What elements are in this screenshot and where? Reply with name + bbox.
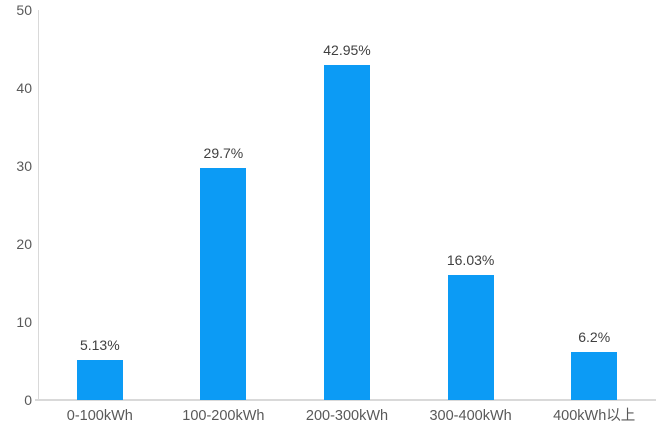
bar-value-label: 29.7%	[203, 145, 244, 162]
y-tick-label: 10	[16, 314, 32, 330]
bar-400kWh以上	[571, 351, 618, 400]
bar-value-label: 5.13%	[79, 336, 120, 353]
bar-300-400kWh	[447, 274, 494, 400]
bar-value-label: 16.03%	[446, 251, 495, 268]
bar-200-300kWh	[324, 64, 370, 400]
y-tick-label: 50	[16, 2, 32, 18]
bar-value-label: 6.2%	[578, 328, 611, 345]
x-axis-label: 300-400kWh	[429, 408, 512, 424]
y-tick-label: 0	[24, 392, 32, 408]
y-tick-label: 30	[16, 158, 32, 174]
x-axis-label: 200-300kWh	[305, 408, 389, 424]
x-axis-label: 400kWh以上	[553, 408, 636, 424]
bar-value-label: 42.95%	[323, 41, 371, 58]
y-tick-label: 20	[16, 236, 32, 252]
x-axis-label: 100-200kWh	[182, 408, 265, 424]
bar-100-200kWh	[200, 168, 247, 400]
bar-0-100kWh	[76, 359, 123, 400]
y-axis-line	[38, 10, 39, 400]
x-axis-baseline	[35, 399, 656, 401]
y-tick-label: 40	[16, 80, 32, 96]
x-axis-label: 0-100kWh	[66, 408, 133, 424]
